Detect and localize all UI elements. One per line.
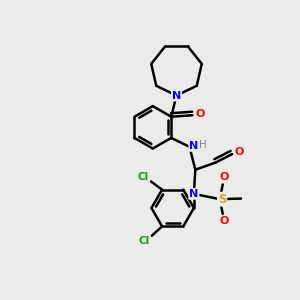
Text: N: N <box>172 91 181 100</box>
Text: S: S <box>218 193 226 206</box>
Text: Cl: Cl <box>139 236 150 246</box>
Text: Cl: Cl <box>138 172 149 182</box>
Text: O: O <box>196 109 205 119</box>
Text: H: H <box>199 140 207 150</box>
Text: O: O <box>220 216 229 226</box>
Text: O: O <box>220 172 229 182</box>
Text: N: N <box>189 141 199 151</box>
Text: O: O <box>235 147 244 157</box>
Text: N: N <box>189 189 199 199</box>
